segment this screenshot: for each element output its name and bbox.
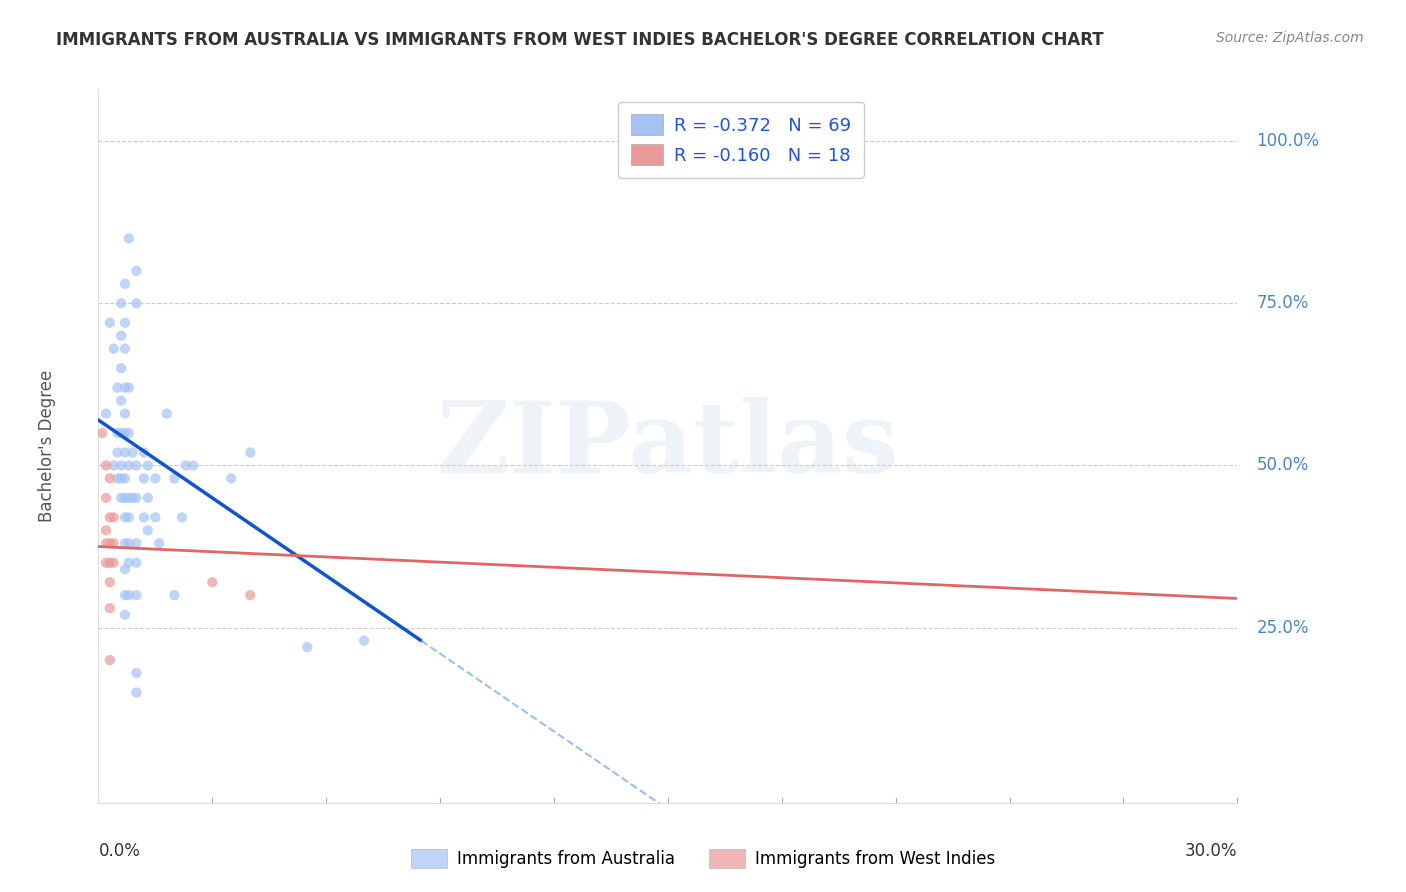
Point bbox=[114, 342, 136, 356]
Point bbox=[94, 407, 117, 421]
Point bbox=[94, 524, 117, 538]
Point bbox=[136, 491, 159, 505]
Text: 75.0%: 75.0% bbox=[1257, 294, 1309, 312]
Point bbox=[136, 458, 159, 473]
Text: 25.0%: 25.0% bbox=[1257, 619, 1309, 637]
Point bbox=[125, 296, 148, 310]
Point bbox=[103, 536, 125, 550]
Point bbox=[170, 510, 193, 524]
Point bbox=[98, 575, 121, 590]
Point bbox=[118, 231, 141, 245]
Point bbox=[118, 381, 141, 395]
Point bbox=[98, 471, 121, 485]
Point bbox=[114, 588, 136, 602]
Point bbox=[221, 471, 243, 485]
Text: ZIPatlas: ZIPatlas bbox=[437, 398, 898, 494]
Point bbox=[125, 264, 148, 278]
Point bbox=[107, 471, 129, 485]
Point bbox=[114, 277, 136, 291]
Legend: R = -0.372   N = 69, R = -0.160   N = 18: R = -0.372 N = 69, R = -0.160 N = 18 bbox=[619, 102, 863, 178]
Point bbox=[125, 458, 148, 473]
Point bbox=[110, 458, 132, 473]
Text: Source: ZipAtlas.com: Source: ZipAtlas.com bbox=[1216, 31, 1364, 45]
Point bbox=[110, 471, 132, 485]
Point bbox=[174, 458, 197, 473]
Point bbox=[353, 633, 375, 648]
Point bbox=[239, 445, 262, 459]
Point bbox=[125, 536, 148, 550]
Point bbox=[114, 407, 136, 421]
Point bbox=[125, 685, 148, 699]
Point bbox=[98, 653, 121, 667]
Point bbox=[110, 425, 132, 440]
Text: IMMIGRANTS FROM AUSTRALIA VS IMMIGRANTS FROM WEST INDIES BACHELOR'S DEGREE CORRE: IMMIGRANTS FROM AUSTRALIA VS IMMIGRANTS … bbox=[56, 31, 1104, 49]
Point bbox=[145, 510, 167, 524]
Point bbox=[125, 588, 148, 602]
Point bbox=[98, 316, 121, 330]
Point bbox=[110, 328, 132, 343]
Point bbox=[114, 471, 136, 485]
Point bbox=[118, 491, 141, 505]
Point bbox=[103, 510, 125, 524]
Point bbox=[118, 588, 141, 602]
Point bbox=[132, 445, 155, 459]
Point bbox=[110, 361, 132, 376]
Legend: Immigrants from Australia, Immigrants from West Indies: Immigrants from Australia, Immigrants fr… bbox=[404, 842, 1002, 875]
Point bbox=[114, 562, 136, 576]
Point bbox=[91, 425, 114, 440]
Point bbox=[118, 425, 141, 440]
Text: 30.0%: 30.0% bbox=[1185, 842, 1237, 860]
Point bbox=[98, 556, 121, 570]
Point bbox=[107, 425, 129, 440]
Point bbox=[118, 510, 141, 524]
Point bbox=[110, 491, 132, 505]
Point bbox=[110, 393, 132, 408]
Point bbox=[163, 471, 186, 485]
Point bbox=[125, 666, 148, 681]
Text: Bachelor's Degree: Bachelor's Degree bbox=[38, 370, 56, 522]
Point bbox=[103, 556, 125, 570]
Point bbox=[114, 381, 136, 395]
Point bbox=[94, 556, 117, 570]
Point bbox=[297, 640, 319, 654]
Point bbox=[94, 491, 117, 505]
Point bbox=[121, 491, 143, 505]
Point bbox=[114, 536, 136, 550]
Point bbox=[94, 536, 117, 550]
Point bbox=[118, 556, 141, 570]
Point bbox=[107, 445, 129, 459]
Point bbox=[103, 342, 125, 356]
Point bbox=[114, 425, 136, 440]
Point bbox=[132, 510, 155, 524]
Point bbox=[156, 407, 179, 421]
Point bbox=[98, 510, 121, 524]
Point bbox=[125, 491, 148, 505]
Point bbox=[114, 316, 136, 330]
Point bbox=[145, 471, 167, 485]
Text: 0.0%: 0.0% bbox=[98, 842, 141, 860]
Text: 50.0%: 50.0% bbox=[1257, 457, 1309, 475]
Point bbox=[148, 536, 170, 550]
Point bbox=[107, 381, 129, 395]
Point bbox=[125, 556, 148, 570]
Point bbox=[183, 458, 205, 473]
Point bbox=[114, 607, 136, 622]
Point bbox=[110, 296, 132, 310]
Point bbox=[132, 471, 155, 485]
Point bbox=[201, 575, 224, 590]
Point bbox=[94, 458, 117, 473]
Point bbox=[121, 445, 143, 459]
Point bbox=[136, 524, 159, 538]
Text: 100.0%: 100.0% bbox=[1257, 132, 1319, 150]
Point bbox=[118, 458, 141, 473]
Point bbox=[114, 445, 136, 459]
Point bbox=[98, 601, 121, 615]
Point bbox=[163, 588, 186, 602]
Point bbox=[103, 458, 125, 473]
Point bbox=[239, 588, 262, 602]
Point bbox=[114, 491, 136, 505]
Point bbox=[118, 536, 141, 550]
Point bbox=[98, 536, 121, 550]
Point bbox=[114, 510, 136, 524]
